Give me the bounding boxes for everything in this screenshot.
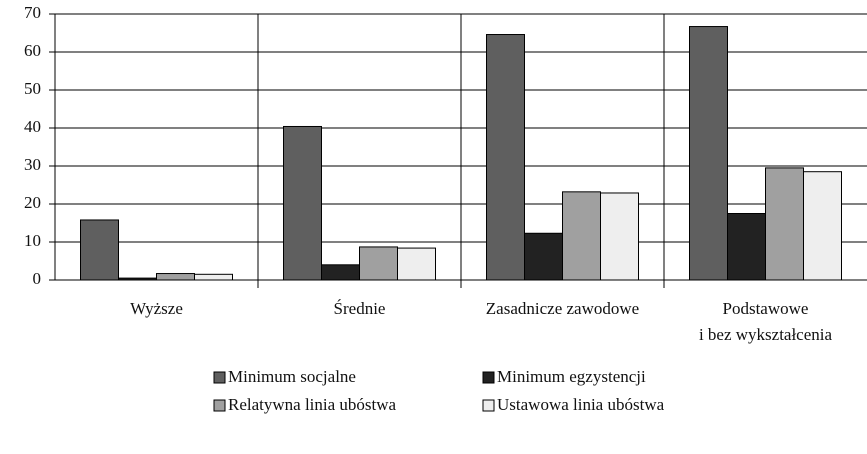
bar: [283, 125, 322, 281]
bar: [397, 247, 436, 281]
y-tick-label: 10: [24, 231, 41, 250]
legend-swatch: [213, 371, 226, 384]
legend-label: Minimum egzystencji: [497, 367, 646, 386]
bar: [118, 277, 157, 281]
y-tick-label: 40: [24, 117, 41, 136]
legend-label: Relatywna linia ubóstwa: [228, 395, 397, 414]
legend-swatch: [482, 399, 495, 412]
bar: [321, 264, 360, 281]
y-tick-label: 50: [24, 79, 41, 98]
bar: [803, 171, 842, 281]
bar: [486, 34, 525, 281]
bar: [194, 273, 233, 281]
y-tick-label: 0: [33, 269, 42, 288]
bar: [359, 246, 398, 281]
y-tick-label: 20: [24, 193, 41, 212]
bar: [80, 219, 119, 281]
y-tick-label: 60: [24, 41, 41, 60]
y-tick-label: 30: [24, 155, 41, 174]
bar: [524, 232, 563, 281]
x-tick-label: Średnie: [334, 299, 386, 318]
bar: [689, 26, 728, 281]
bar: [156, 273, 195, 281]
x-tick-label: Podstawowe i bez wykształcenia: [699, 299, 833, 344]
legend-label: Ustawowa linia ubóstwa: [497, 395, 665, 414]
y-tick-label: 70: [24, 3, 41, 22]
x-tick-label: Zasadnicze zawodowe: [486, 299, 639, 318]
bar: [600, 192, 639, 281]
x-tick-label: Wyższe: [130, 299, 183, 318]
bar: [562, 191, 601, 281]
legend-label: Minimum socjalne: [228, 367, 356, 386]
legend-swatch: [213, 399, 226, 412]
bar: [727, 213, 766, 281]
legend-swatch: [482, 371, 495, 384]
bar: [765, 167, 804, 281]
